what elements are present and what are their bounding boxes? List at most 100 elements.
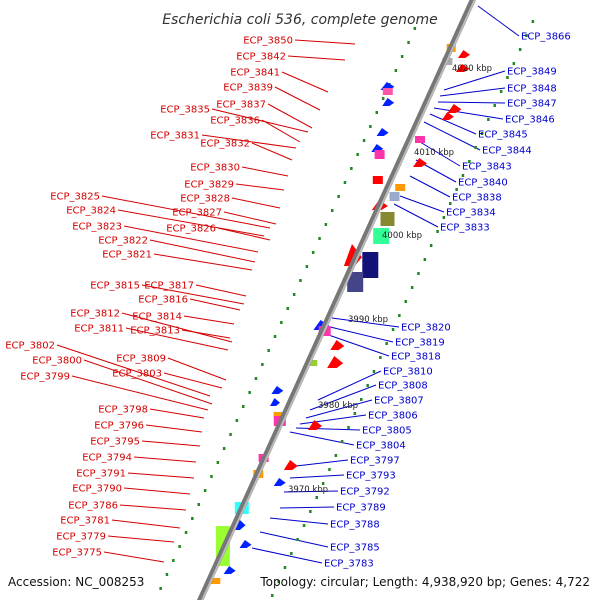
tick-mark — [369, 125, 372, 128]
tick-mark — [362, 139, 366, 142]
gene-labels: ECP_3850 ECP_3842 ECP_3841 ECP_3839 ECP_3837… — [5, 32, 571, 570]
leader-line-left — [267, 103, 313, 129]
gene-label-left: ECP_3798 — [98, 405, 148, 416]
leader-line-right — [283, 490, 339, 493]
gene-label-left: ECP_3850 — [243, 36, 293, 47]
tick-mark — [404, 300, 407, 303]
gene-label-left: ECP_3813 — [130, 326, 180, 337]
gene-label-left: ECP_3823 — [72, 222, 122, 233]
tick-mark — [493, 104, 496, 107]
gene-label-right: ECP_3785 — [330, 543, 380, 554]
gene-label-right: ECP_3848 — [507, 84, 557, 95]
leader-line-left — [223, 211, 277, 225]
leader-line-left — [125, 327, 229, 351]
gene-label-right: ECP_3788 — [330, 520, 380, 531]
gene-label-right: ECP_3845 — [478, 130, 528, 141]
tick-mark — [290, 552, 293, 555]
leader-line-left — [123, 487, 191, 495]
scale-label: 4000 kbp — [382, 231, 422, 241]
gene-label-left: ECP_3803 — [112, 369, 162, 380]
leader-line-right — [419, 141, 461, 167]
tick-mark — [347, 426, 350, 429]
gene-arrow — [382, 98, 395, 106]
gene-label-right: ECP_3805 — [362, 426, 412, 437]
gene-label-right: ECP_3866 — [521, 32, 571, 43]
leader-line-left — [71, 375, 209, 411]
tick-mark — [302, 524, 306, 527]
gene-label-left: ECP_3802 — [5, 341, 55, 352]
scale-label: 3980 kbp — [318, 401, 358, 411]
gene-label-left: ECP_3795 — [90, 437, 140, 448]
gene-feature — [372, 176, 383, 184]
tick-mark — [331, 209, 334, 212]
leader-line-right — [325, 325, 394, 343]
gene-label-left: ECP_3781 — [60, 516, 110, 527]
tick-mark — [178, 545, 181, 548]
tick-mark — [343, 181, 347, 184]
tick-mark — [337, 195, 340, 198]
tick-mark — [429, 244, 433, 247]
gene-label-left: ECP_3830 — [190, 163, 240, 174]
gene-arrow — [271, 386, 284, 394]
map-title: Escherichia coli 536, complete genome — [162, 12, 438, 28]
gene-arrow — [223, 566, 236, 574]
gene-feature — [389, 192, 400, 201]
gene-arrow — [447, 104, 462, 113]
tick-mark — [203, 489, 207, 492]
gene-label-left: ECP_3824 — [66, 206, 116, 217]
gene-feature — [415, 136, 425, 143]
tick-mark — [350, 167, 353, 170]
leader-line-right — [443, 70, 506, 91]
gene-label-right: ECP_3818 — [391, 352, 441, 363]
gene-label-left: ECP_3841 — [230, 68, 280, 79]
tick-mark — [283, 566, 287, 569]
gene-label-left: ECP_3827 — [172, 208, 222, 219]
gene-label-left: ECP_3800 — [32, 356, 82, 367]
gene-label-right: ECP_3806 — [368, 411, 418, 422]
tick-mark — [506, 76, 509, 79]
gene-label-left: ECP_3814 — [132, 312, 182, 323]
gene-label-right: ECP_3838 — [452, 193, 502, 204]
leader-line-left — [149, 239, 256, 263]
tick-mark — [417, 272, 420, 275]
gene-label-right: ECP_3792 — [340, 487, 390, 498]
leader-line-left — [261, 119, 301, 143]
gene-label-left: ECP_3786 — [68, 501, 118, 512]
gene-feature — [307, 360, 318, 366]
tick-mark — [398, 314, 401, 317]
leader-line-right — [269, 517, 329, 525]
tick-mark — [499, 90, 503, 93]
leader-line-right — [423, 121, 481, 151]
gene-label-left: ECP_3812 — [70, 309, 120, 320]
leader-line-left — [119, 504, 187, 511]
gene-arrow — [308, 420, 322, 430]
tick-mark — [172, 559, 175, 562]
leader-line-left — [217, 227, 271, 241]
gene-label-left: ECP_3794 — [82, 453, 132, 464]
gene-arrow — [239, 540, 252, 548]
tick-mark — [324, 223, 328, 226]
tick-mark — [309, 510, 312, 513]
leader-line-left — [101, 195, 271, 229]
gene-arrow — [441, 112, 454, 120]
tick-mark — [229, 433, 232, 436]
leader-line-left — [56, 344, 211, 397]
leader-line-right — [259, 531, 329, 548]
tick-mark — [394, 69, 398, 72]
gene-label-right: ECP_3810 — [383, 367, 433, 378]
tick-mark — [340, 440, 344, 443]
leader-line-left — [241, 166, 289, 177]
leader-line-left — [127, 472, 195, 479]
gene-arrow — [327, 356, 344, 368]
leader-line-left — [274, 86, 321, 111]
gene-label-right: ECP_3847 — [507, 99, 557, 110]
tick-mark — [248, 391, 251, 394]
gene-label-right: ECP_3808 — [378, 381, 428, 392]
gene-label-left: ECP_3799 — [20, 372, 70, 383]
leader-line-left — [251, 142, 293, 161]
tick-mark — [356, 153, 359, 156]
gene-label-left: ECP_3842 — [236, 52, 286, 63]
gene-label-left: ECP_3816 — [138, 295, 188, 306]
gene-arrow — [455, 64, 470, 72]
